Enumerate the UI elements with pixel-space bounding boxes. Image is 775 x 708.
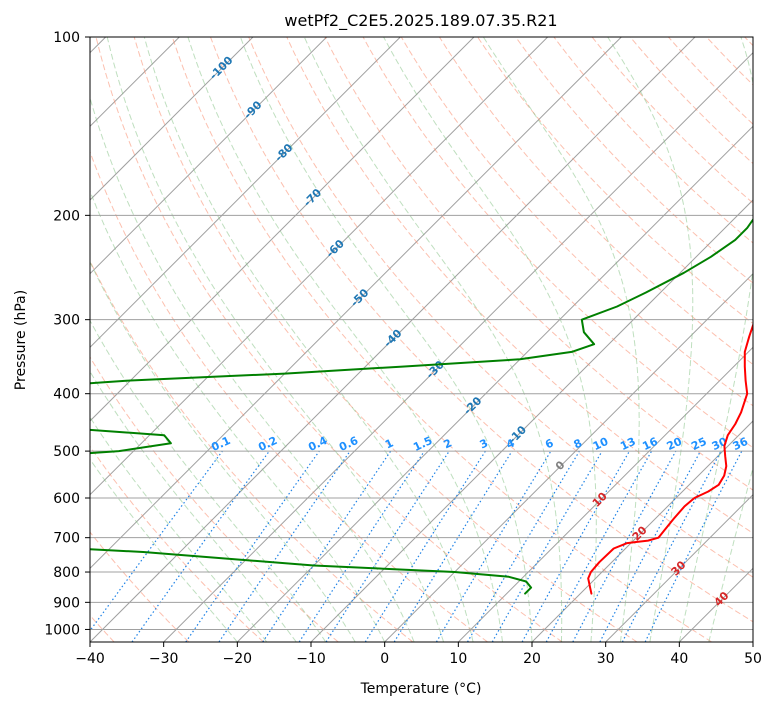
y-tick-label: 200	[53, 208, 80, 224]
isotherm-line	[90, 37, 622, 570]
dewpoint-profile-line	[90, 217, 753, 595]
x-axis-ticks: −40 −30 −20 −10 0 10 20 30 40 50	[75, 642, 762, 667]
mixing-ratio-line	[393, 450, 513, 642]
y-tick-label: 300	[53, 313, 80, 329]
mixing-ratio-label: 25	[689, 435, 708, 453]
isotherm-line	[90, 37, 254, 201]
isotherm-line	[236, 125, 753, 642]
x-tick-label: −10	[296, 651, 326, 667]
mixing-ratio-label: 16	[640, 435, 660, 453]
mixing-ratio-line	[262, 450, 392, 642]
isotherm-line	[90, 37, 475, 422]
dry-adiabat-line	[515, 37, 753, 284]
y-tick-label: 800	[53, 565, 80, 581]
isotherm-grid	[90, 37, 753, 642]
moist-adiabat-line	[90, 458, 238, 642]
dry-adiabat-line	[90, 356, 339, 642]
moist-adiabats	[90, 37, 753, 642]
y-tick-label: 400	[53, 387, 80, 403]
plot-frame	[89, 36, 754, 643]
isotherm-line	[90, 37, 401, 349]
y-tick-label: 700	[53, 531, 80, 547]
dry-adiabat-line	[90, 150, 488, 642]
dry-adiabat-line	[400, 37, 753, 407]
mixing-ratio-line	[545, 450, 653, 642]
isotherm-line	[531, 420, 753, 642]
y-axis-ticks: 100 200 300 400 500 600 700 800 900 1000	[44, 30, 90, 638]
moist-adiabat-line	[90, 96, 415, 642]
mixing-ratio-labels: 0.1 0.2 0.4 0.6 1 1.5 2 3 4 6 8 10 13 16 20 25 30 36	[209, 434, 750, 454]
x-tick-label: 0	[380, 651, 389, 667]
profile-series	[90, 217, 753, 595]
mixing-ratio-line	[298, 450, 425, 642]
dry-adiabat-line	[95, 37, 563, 642]
plot-background	[90, 37, 753, 642]
isotherm-line	[90, 37, 696, 642]
x-tick-label: 10	[449, 651, 467, 667]
isotherm-line	[605, 493, 753, 642]
moist-adiabat-line	[239, 37, 533, 642]
moist-adiabat-line	[607, 37, 694, 642]
x-tick-label: −30	[149, 651, 179, 667]
x-tick-label: 20	[523, 651, 541, 667]
mixing-ratio-line	[90, 450, 223, 632]
x-axis-title: Temperature (°C)	[360, 681, 482, 697]
moist-adiabat-line	[106, 37, 445, 642]
chart-title: wetPf2_C2E5.2025.189.07.35.R21	[284, 11, 557, 31]
isotherm-line	[163, 51, 753, 642]
isotherm-line	[384, 272, 753, 642]
isotherm-line	[752, 641, 753, 642]
x-tick-label: 30	[597, 651, 615, 667]
dry-adiabat-line	[438, 37, 753, 366]
moist-adiabat-line	[143, 37, 474, 642]
y-tick-label: 500	[53, 444, 80, 460]
moist-adiabat-line	[90, 370, 297, 642]
y-axis-title: Pressure (hPa)	[13, 290, 29, 390]
dry-adiabats	[90, 37, 753, 642]
mixing-ratio-line	[218, 450, 351, 642]
isotherm-line	[90, 37, 549, 496]
pressure-gridlines	[90, 37, 753, 630]
mixing-ratio-line	[131, 450, 270, 642]
x-tick-label: 50	[744, 651, 762, 667]
mixing-ratio-line	[572, 450, 677, 642]
dry-adiabat-line	[171, 37, 712, 642]
x-tick-label: −40	[75, 651, 105, 667]
mixing-ratio-label: 36	[731, 435, 751, 453]
moist-adiabat-line	[383, 37, 597, 642]
moist-adiabat-line	[90, 416, 268, 642]
x-tick-label: −20	[223, 651, 253, 667]
dry-adiabat-line	[90, 531, 190, 642]
mixing-ratio-label: 13	[618, 435, 637, 453]
moist-adiabat-line	[303, 37, 563, 642]
mixing-ratio-label: 10	[591, 435, 611, 453]
y-tick-label: 1000	[44, 622, 80, 638]
dry-adiabat-line	[90, 259, 414, 642]
moist-adiabat-line	[90, 189, 386, 642]
mixing-ratio-label: 20	[665, 435, 685, 453]
mixing-ratio-line	[325, 450, 450, 642]
dry-adiabat-line	[248, 37, 753, 578]
moist-adiabat-line	[678, 37, 753, 642]
x-tick-label: 40	[670, 651, 688, 667]
mixing-ratio-lines	[90, 450, 743, 642]
y-tick-label: 900	[53, 595, 80, 611]
y-tick-label: 600	[53, 491, 80, 507]
temperature-profile-line	[587, 322, 753, 595]
mixing-ratio-line	[521, 450, 631, 642]
dry-adiabat-line	[133, 37, 638, 642]
mixing-ratio-line	[185, 450, 320, 642]
dry-adiabat-line	[90, 445, 264, 642]
dry-adiabat-line	[286, 37, 753, 534]
y-tick-label: 100	[53, 30, 80, 46]
isotherm-line	[90, 37, 328, 275]
mixing-ratio-line	[644, 450, 743, 642]
dry-adiabat-line	[210, 37, 753, 623]
moist-adiabat-line	[90, 260, 356, 642]
moist-adiabat-line	[187, 37, 503, 642]
moist-adiabat-line	[482, 37, 640, 642]
